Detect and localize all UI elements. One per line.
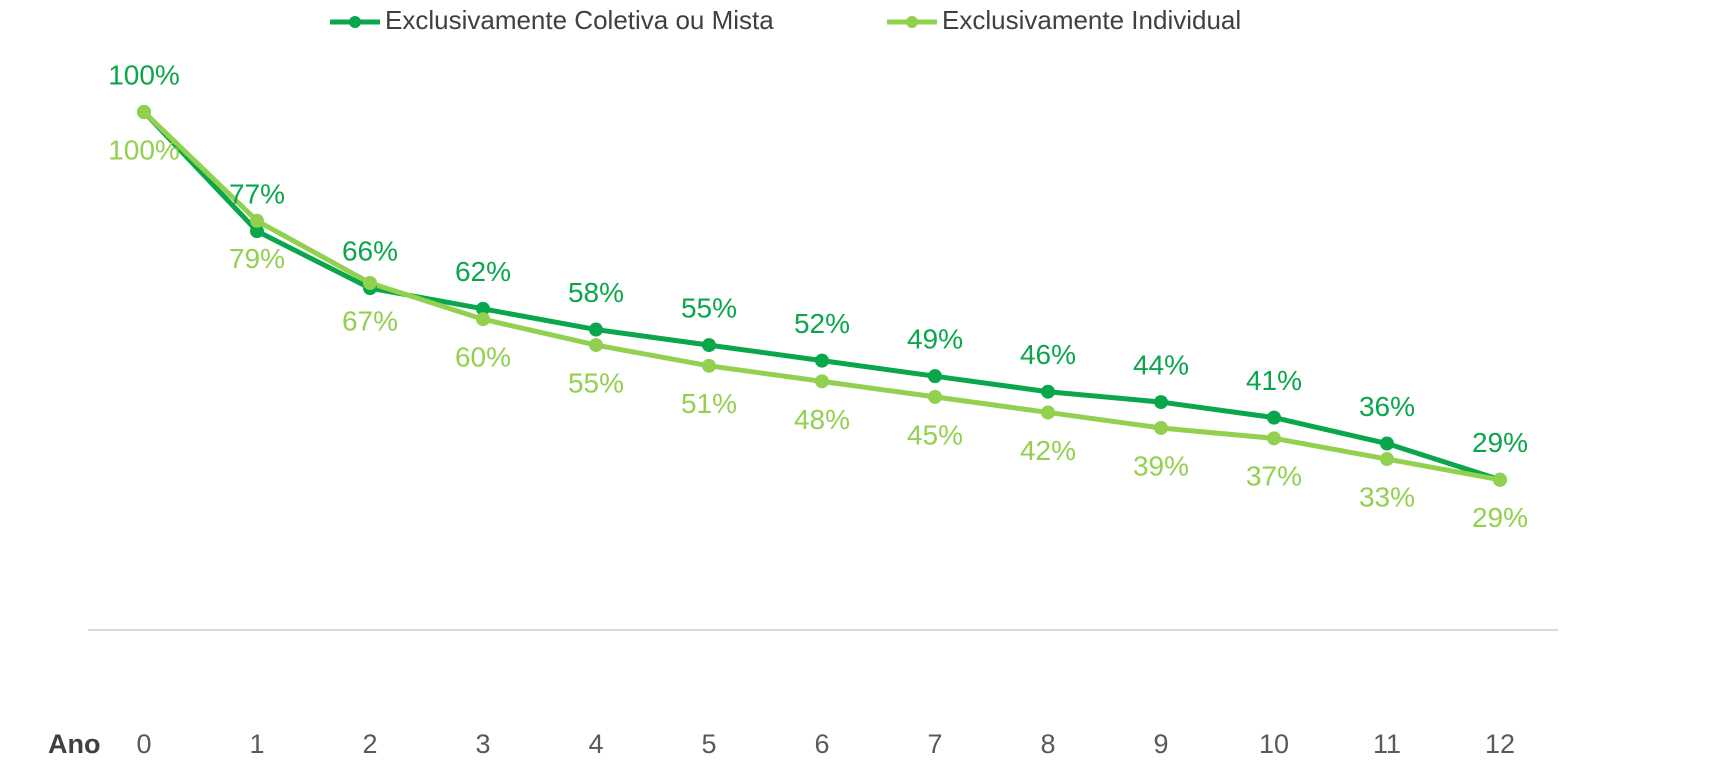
data-label: 66% [342,236,398,267]
data-point [928,389,942,404]
data-label: 67% [342,305,398,336]
data-label: 44% [1133,349,1189,380]
x-tick-label: 4 [588,729,603,759]
data-label: 55% [681,292,737,323]
data-point [250,224,264,239]
x-tick-label: 6 [814,729,829,759]
x-tick-label: 11 [1373,729,1401,759]
data-point [1267,431,1281,446]
legend-label: Exclusivamente Coletiva ou Mista [385,5,774,35]
data-label: 37% [1246,461,1302,492]
data-label: 29% [1472,502,1528,533]
data-point [815,374,829,389]
data-point [137,105,151,119]
data-point [476,312,490,327]
x-tick-label: 7 [927,729,942,759]
data-label: 48% [794,404,850,435]
legend-label: Exclusivamente Individual [942,5,1241,35]
data-point [476,301,490,316]
data-label: 41% [1246,365,1302,396]
x-tick-label: 2 [362,729,377,759]
x-tick-label: 1 [249,729,264,759]
data-label: 52% [794,308,850,339]
x-tick-label: 9 [1153,729,1168,759]
data-point [1154,420,1168,435]
legend-marker [349,16,361,28]
data-point [1154,395,1168,410]
data-point [1380,452,1394,467]
data-label: 77% [229,179,285,210]
data-point [1493,472,1507,487]
data-point [589,322,603,337]
data-point [1041,405,1055,420]
data-label: 100% [108,134,180,165]
data-label: 79% [229,243,285,274]
data-point [589,338,603,353]
data-point [702,338,716,353]
data-point [702,358,716,373]
x-tick-label: 5 [701,729,716,759]
data-point [815,353,829,368]
data-label: 62% [455,256,511,287]
legend-marker [906,16,918,28]
x-axis-label: Ano [48,729,100,759]
x-tick-label: 3 [475,729,490,759]
data-point [1380,436,1394,451]
data-label: 36% [1359,391,1415,422]
data-label: 51% [681,388,737,419]
data-label: 39% [1133,450,1189,481]
data-point [1267,410,1281,425]
x-tick-label: 0 [136,729,151,759]
data-point [1041,384,1055,399]
data-label: 55% [568,367,624,398]
data-label: 33% [1359,481,1415,512]
data-point [928,369,942,384]
x-tick-label: 12 [1485,729,1515,759]
data-point [250,213,264,228]
data-label: 45% [907,419,963,450]
data-label: 58% [568,277,624,308]
data-label: 29% [1472,427,1528,458]
data-label: 42% [1020,435,1076,466]
x-tick-label: 8 [1040,729,1055,759]
data-label: 46% [1020,339,1076,370]
x-tick-label: 10 [1259,729,1289,759]
data-label: 60% [455,342,511,373]
data-label: 49% [907,324,963,355]
data-label: 100% [108,59,180,90]
data-point [363,275,377,290]
